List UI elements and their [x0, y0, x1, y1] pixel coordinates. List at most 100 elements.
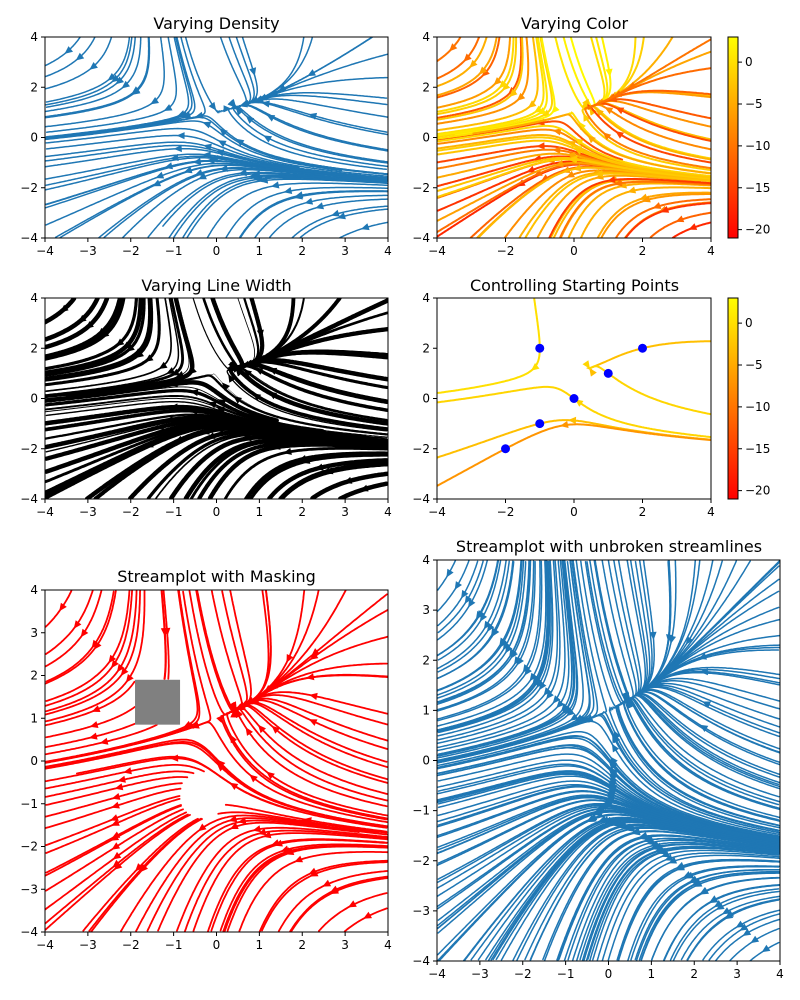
y-tick-label: −4 — [412, 231, 430, 245]
streamlines — [437, 37, 711, 238]
y-tick-label: 4 — [30, 291, 38, 305]
streamline-arrow — [575, 715, 585, 723]
streamline-arrow — [593, 808, 603, 816]
y-tick-label: 2 — [422, 653, 430, 667]
y-tick-label: 2 — [30, 80, 38, 94]
y-tick-label: 3 — [422, 603, 430, 617]
x-tick-label: 1 — [256, 505, 264, 519]
x-tick-label: 4 — [707, 505, 715, 519]
subplot-masking: Streamplot with Masking −4 −3 −2 −1 0 1 2 3 4 −4 −… — [20, 567, 392, 952]
streamline-arrow — [150, 97, 159, 105]
streamline-arrow — [110, 833, 120, 841]
colorbar — [727, 297, 739, 500]
streamline-arrow — [177, 110, 186, 117]
streamline — [184, 37, 237, 114]
x-tick-label: −4 — [36, 938, 54, 952]
streamline — [437, 37, 480, 80]
streamline-arrow — [609, 819, 619, 827]
streamline-arrow — [337, 212, 346, 220]
colorbar-tick-label: −20 — [745, 484, 770, 498]
streamline-arrow — [126, 344, 135, 352]
streamline-arrow — [582, 360, 590, 369]
streamline-arrow — [606, 791, 616, 799]
x-tick-label: 0 — [213, 244, 221, 258]
y-tick-label: 4 — [30, 30, 38, 44]
streamline-arrow — [483, 620, 492, 630]
streamline-arrow — [568, 156, 577, 164]
colorbar-tick-label: −10 — [745, 400, 770, 414]
streamline — [45, 590, 94, 655]
start-point — [638, 343, 647, 353]
x-tick-label: 3 — [341, 505, 349, 519]
streamline-arrow — [60, 304, 69, 313]
streamline-arrow — [348, 900, 357, 908]
streamline — [662, 884, 780, 961]
subplot-varying-line-width: Varying Line Width −4 −3 −2 −1 0 1 2 3 4 −4 −2 0 2 4 — [20, 276, 392, 519]
streamline-arrow — [73, 620, 82, 629]
streamline-arrow — [115, 338, 125, 347]
streamline — [45, 590, 131, 702]
streamline-arrow — [626, 824, 636, 832]
y-tick-label: 2 — [30, 669, 38, 683]
streamline-arrow — [198, 823, 207, 832]
streamline — [45, 590, 133, 707]
streamline-arrow — [309, 869, 319, 877]
plot-title: Varying Line Width — [141, 276, 291, 295]
start-point — [603, 368, 613, 378]
streamline-arrow — [761, 944, 771, 953]
streamline — [339, 221, 388, 238]
streamline-arrow — [531, 363, 540, 371]
streamline — [571, 839, 780, 961]
streamline-arrow — [227, 99, 236, 108]
streamline-arrow — [252, 825, 262, 833]
streamline-arrow — [675, 215, 685, 223]
streamline-arrow — [192, 421, 202, 429]
streamline — [289, 875, 388, 932]
streamline-arrow — [461, 589, 469, 599]
colorbar-tick-label: −15 — [745, 442, 770, 456]
streamline-arrow — [529, 672, 538, 682]
streamline-arrow — [215, 149, 225, 157]
streamline-arrow — [80, 628, 89, 638]
streamline — [663, 883, 780, 961]
x-tick-label: −4 — [36, 244, 54, 258]
streamline-arrow — [221, 382, 230, 391]
streamline-arrow — [271, 839, 280, 846]
streamlines — [45, 590, 388, 932]
x-tick-label: −4 — [428, 244, 446, 258]
streamline-arrow — [216, 714, 225, 723]
streamline-arrow — [176, 132, 185, 140]
streamline-arrow — [509, 88, 518, 97]
streamline-arrow — [537, 107, 547, 115]
streamline-arrow — [309, 652, 319, 660]
streamline-arrow — [516, 92, 526, 101]
start-point — [535, 419, 545, 429]
streamline-arrow — [561, 705, 571, 714]
streamline-arrow — [223, 105, 232, 113]
streamline-arrow — [566, 708, 575, 717]
streamline-arrow — [607, 786, 617, 794]
streamline-arrow — [111, 74, 120, 83]
x-tick-label: −4 — [36, 505, 54, 519]
streamline-arrow — [315, 202, 324, 210]
streamline-arrow — [100, 330, 110, 338]
streamline-arrow — [502, 641, 511, 651]
streamline-arrow — [468, 598, 476, 608]
streamline-arrow — [330, 887, 339, 894]
streamline-arrow — [183, 166, 193, 174]
streamline-arrow — [627, 186, 637, 194]
x-tick-label: −4 — [428, 505, 446, 519]
streamline-arrow — [469, 59, 478, 68]
streamline-arrow — [304, 197, 314, 205]
streamline-arrow — [343, 476, 353, 484]
streamline-arrow — [249, 774, 258, 783]
x-tick-label: 3 — [341, 938, 349, 952]
streamline-arrow — [566, 170, 575, 178]
streamline — [554, 37, 592, 111]
streamline-arrow — [613, 179, 623, 187]
streamline-arrow — [613, 730, 621, 740]
streamline-arrow — [611, 743, 620, 753]
streamline — [234, 101, 388, 136]
x-tick-label: 4 — [707, 244, 715, 258]
streamline-arrow — [568, 416, 577, 424]
